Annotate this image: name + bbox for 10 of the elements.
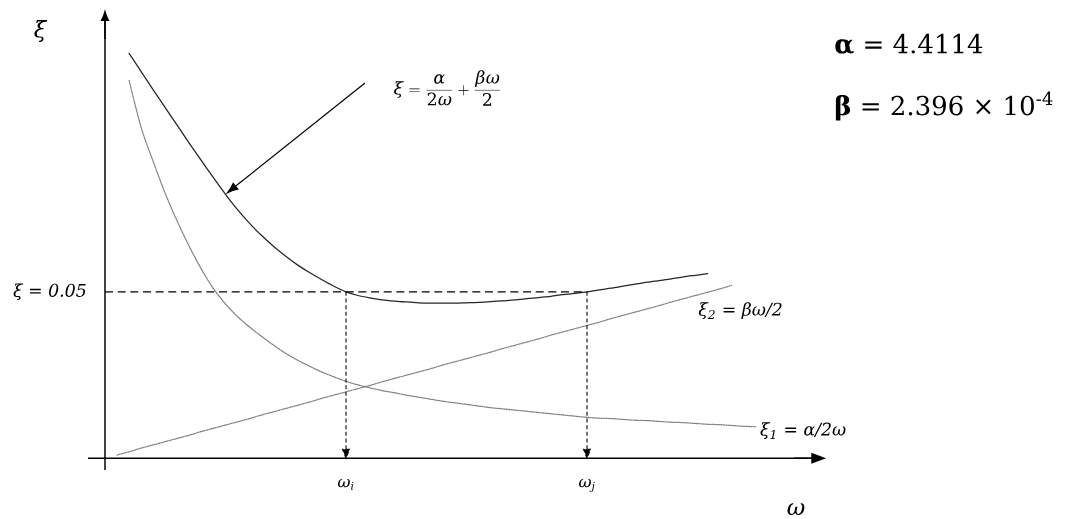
- text: β = 2.396 × 10$^{-4}$: [835, 91, 1053, 121]
- annotation: $\xi = \frac{\alpha}{2\omega} + \frac{\beta\omega}{2}$: [394, 70, 501, 106]
- series-label: ξ$_{2}$ = βω/2: [698, 302, 782, 320]
- text: ξ = 0.05: [13, 283, 86, 301]
- x-axis-title: ω: [787, 503, 805, 516]
- y-axis-title: ξ: [34, 20, 48, 42]
- text: α = 4.4114: [835, 33, 983, 54]
- x-tick-label: ω$_{i}$: [337, 478, 354, 490]
- series-label: ξ$_{1}$ = α/2ω: [760, 422, 846, 440]
- x-tick-label: ω$_{j}$: [579, 478, 595, 493]
